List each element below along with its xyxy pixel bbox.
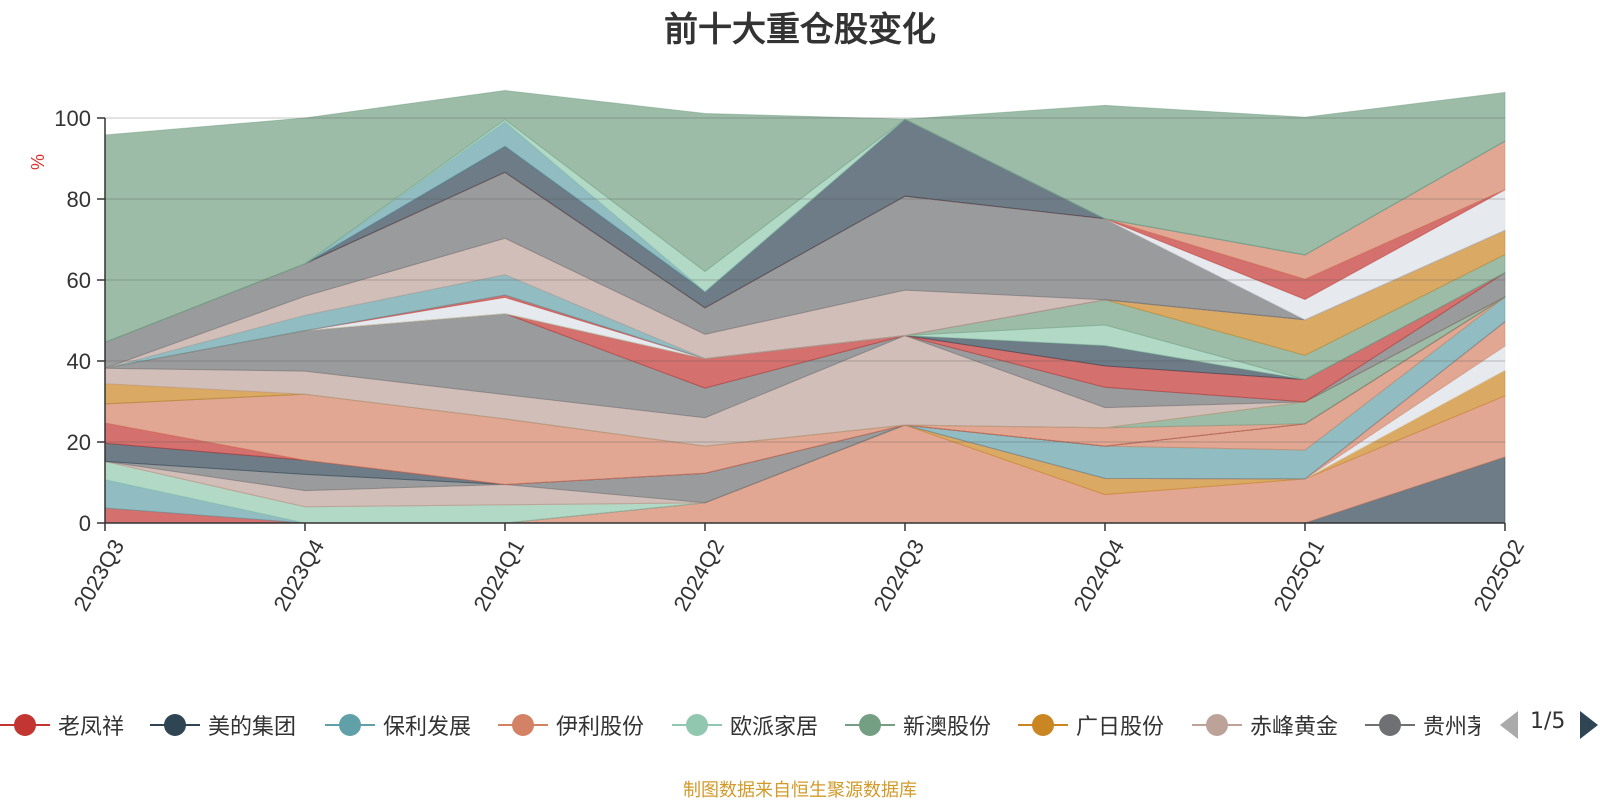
y-tick-label: 100 [54,106,91,131]
y-tick-label: 80 [67,187,91,212]
legend-label: 欧派家居 [730,715,819,740]
y-tick-label: 0 [79,511,91,536]
legend-marker-icon [0,705,50,745]
legend-item[interactable]: 新澳股份 [845,705,991,745]
legend-label: 美的集团 [208,715,297,740]
y-axis-label: % [28,154,48,170]
legend-marker-icon [498,705,548,745]
legend-pager: 1/5 [1500,705,1600,745]
legend-item[interactable]: 广日股份 [1018,705,1164,745]
legend-next-arrow-icon[interactable] [1580,711,1598,739]
legend-label: 保利发展 [383,715,472,740]
legend-marker-icon [672,705,722,745]
y-tick-label: 20 [67,430,91,455]
legend-marker-icon [1018,705,1068,745]
legend-marker-icon [845,705,895,745]
legend-item[interactable]: 老凤祥 [0,705,124,745]
legend-items: 老凤祥 美的集团 保利发展 伊利股份 欧派家居 新澳股份 广日股份 赤峰黄金 贵州茅台 [0,705,1480,745]
legend: 老凤祥 美的集团 保利发展 伊利股份 欧派家居 新澳股份 广日股份 赤峰黄金 贵州茅台 1/5 [0,705,1600,745]
legend-item[interactable]: 美的集团 [150,705,296,745]
legend-marker-icon [150,705,200,745]
x-tick-label: 2023Q3 [68,535,129,615]
x-tick-label: 2024Q1 [468,535,529,615]
legend-page-indicator: 1/5 [1530,709,1566,734]
x-tick-label: 2025Q2 [1468,535,1529,615]
chart-title: 前十大重仓股变化 [664,10,936,50]
stacked-area-chart: 0 20 40 60 80 100 2023Q3 2023Q4 2024Q1 2024Q2 2024… [28,89,1529,615]
legend-item[interactable]: 伊利股份 [498,705,644,745]
grid-lines [105,117,1505,443]
legend-label: 广日股份 [1076,715,1165,740]
x-tick-label: 2023Q4 [268,535,329,615]
legend-marker-icon [1365,705,1415,745]
legend-label: 贵州茅台 [1423,715,1480,740]
series-area-35 [104,89,1506,344]
legend-marker-icon [325,705,375,745]
x-tick-label: 2024Q2 [668,535,729,615]
y-tick-label: 40 [67,349,91,374]
y-tick-label: 60 [67,268,91,293]
legend-item[interactable]: 赤峰黄金 [1192,705,1338,745]
x-tick-label: 2024Q3 [868,535,929,615]
legend-prev-arrow-icon[interactable] [1500,711,1518,739]
x-tick-label: 2025Q1 [1268,535,1329,615]
x-tick-label: 2024Q4 [1068,535,1129,615]
legend-item[interactable]: 保利发展 [325,705,471,745]
legend-item[interactable]: 贵州茅台 [1365,705,1480,745]
series-areas [104,89,1506,524]
source-note: 制图数据来自恒生聚源数据库 [683,780,917,801]
legend-label: 老凤祥 [58,715,125,740]
legend-item[interactable]: 欧派家居 [672,705,818,745]
legend-marker-icon [1192,705,1242,745]
legend-label: 赤峰黄金 [1250,715,1339,740]
legend-label: 新澳股份 [903,715,992,740]
legend-label: 伊利股份 [556,715,645,740]
